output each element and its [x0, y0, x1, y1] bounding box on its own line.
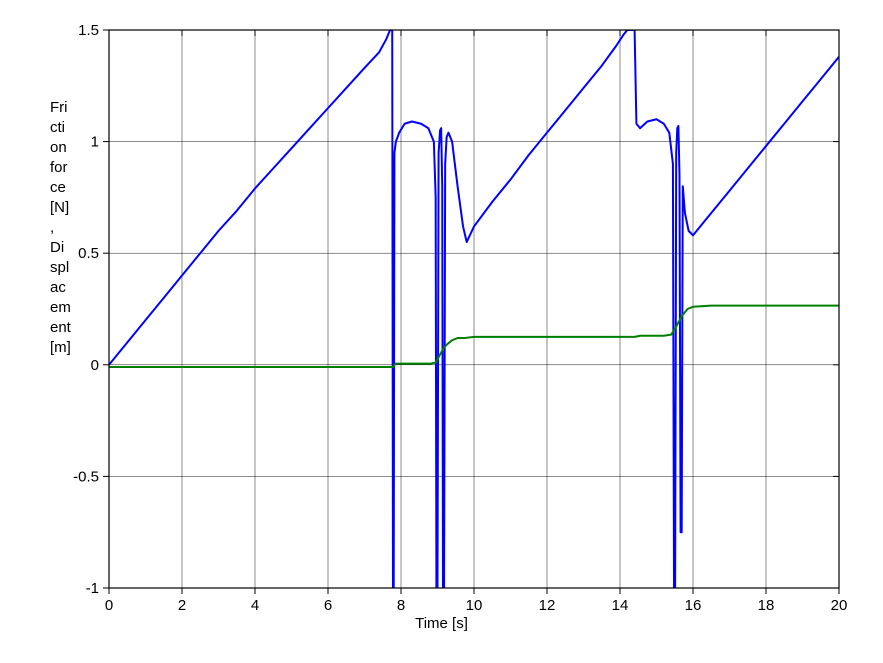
x-tick-label: 18 [758, 597, 775, 614]
x-tick-label: 4 [251, 597, 259, 614]
x-tick-label: 0 [105, 597, 113, 614]
y-tick-label: -1 [86, 580, 99, 597]
x-tick-label: 20 [831, 597, 848, 614]
x-tick-label: 12 [539, 597, 556, 614]
chart-svg: 0 2 4 6 8 10 12 14 16 18 20 -1 -0.5 0 0.5 1 1.5 [0, 0, 883, 663]
y-tick-label: 0.5 [78, 245, 99, 262]
y-tick-label: 1.5 [78, 22, 99, 39]
x-tick-label: 8 [397, 597, 405, 614]
y-tick-label: 1 [91, 134, 99, 151]
chart-container: Fri cti on for ce [N] , Di spl ac em ent… [0, 0, 883, 663]
y-tick-label: 0 [91, 357, 99, 374]
x-tick-label: 16 [685, 597, 702, 614]
x-tick-label: 10 [466, 597, 483, 614]
y-tick-label: -0.5 [73, 468, 99, 485]
x-tick-label: 14 [612, 597, 629, 614]
x-tick-label: 2 [178, 597, 186, 614]
x-tick-label: 6 [324, 597, 332, 614]
